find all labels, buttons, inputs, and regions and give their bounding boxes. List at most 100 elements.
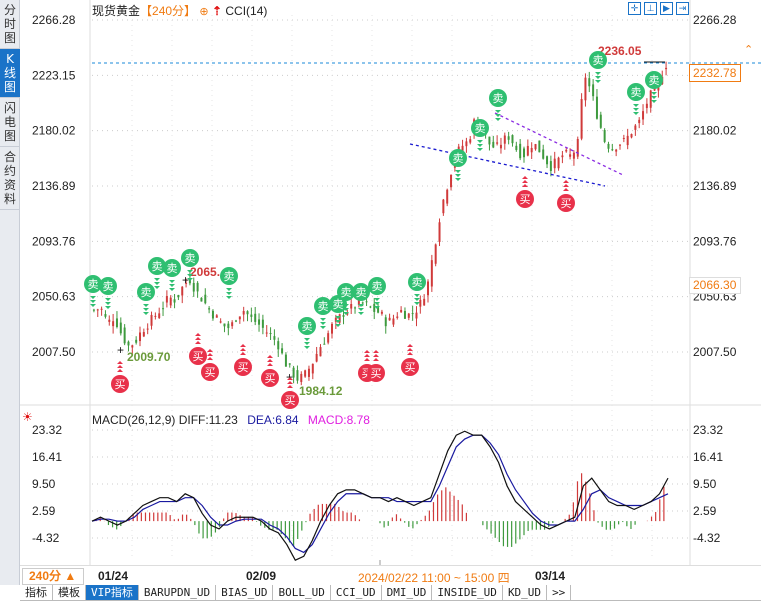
svg-text:16.41: 16.41 (32, 450, 62, 464)
svg-text:2266.28: 2266.28 (32, 13, 76, 27)
svg-text:2093.76: 2093.76 (693, 234, 737, 248)
svg-text:卖: 卖 (341, 286, 352, 299)
svg-text:卖: 卖 (318, 300, 329, 313)
svg-text:卖: 卖 (593, 54, 604, 67)
tab-kdud[interactable]: KD_UD (502, 585, 548, 601)
tab-insideud[interactable]: INSIDE_UD (432, 585, 503, 601)
time-axis: 240分 ▲ 01/24 02/09 2024/02/22 11:00 ~ 15… (20, 565, 761, 585)
svg-text:2.59: 2.59 (693, 504, 717, 518)
svg-text:卖: 卖 (412, 276, 423, 289)
svg-text:买: 买 (371, 367, 382, 380)
tab-bollud[interactable]: BOLL_UD (273, 585, 331, 601)
svg-text:-4.32: -4.32 (693, 531, 721, 545)
period-selector[interactable]: 240分 ▲ (22, 568, 84, 585)
svg-text:2136.89: 2136.89 (32, 179, 76, 193)
zoom-range-icon[interactable]: ▶ (660, 2, 673, 15)
indicator-name[interactable]: CCI(14) (225, 4, 268, 18)
macd-macd-value: MACD:8.78 (307, 413, 370, 427)
svg-text:买: 买 (285, 394, 296, 407)
kline-chart[interactable]: 2266.282266.282223.152223.152180.022180.… (20, 0, 761, 565)
crosshair-icon[interactable]: ✛ (628, 2, 641, 15)
svg-text:9.50: 9.50 (32, 477, 56, 491)
macd-dea-value: DEA:6.84 (247, 413, 299, 427)
svg-text:+: + (182, 273, 189, 287)
time-label: 01/24 (98, 569, 129, 583)
svg-text:2050.63: 2050.63 (32, 290, 76, 304)
indicator-tabs: 指标 模板 VIP指标 BARUPDN_UD BIAS_UD BOLL_UD CCI_UD D… (20, 585, 572, 601)
chart-toolbar: ✛ ⊥ ▶ ⇥ (628, 2, 689, 15)
svg-text:卖: 卖 (167, 262, 178, 275)
svg-text:2223.15: 2223.15 (32, 68, 76, 82)
svg-text:卖: 卖 (356, 286, 367, 299)
svg-text:买: 买 (405, 361, 416, 374)
chart-title: 现货黄金【240分】 ⊕ ⇡ CCI(14) (92, 2, 267, 19)
macd-diff-value: DIFF:11.23 (178, 413, 238, 427)
svg-text:买: 买 (115, 378, 126, 391)
tab-[interactable]: 指标 (20, 585, 53, 601)
svg-text:2236.05: 2236.05 (598, 44, 642, 58)
svg-text:卖: 卖 (141, 286, 152, 299)
svg-text:+: + (286, 370, 293, 384)
last-price-label: 2066.30 (689, 277, 741, 294)
svg-text:卖: 卖 (493, 92, 504, 105)
svg-text:卖: 卖 (224, 270, 235, 283)
svg-text:2136.89: 2136.89 (693, 179, 737, 193)
sidebar-tab-3[interactable]: 合约资料 (0, 147, 20, 210)
scroll-end-icon[interactable]: ⇥ (676, 2, 689, 15)
svg-text:2.59: 2.59 (32, 504, 56, 518)
svg-text:买: 买 (205, 366, 216, 379)
svg-text:卖: 卖 (453, 152, 464, 165)
svg-text:买: 买 (193, 350, 204, 363)
svg-text:卖: 卖 (631, 86, 642, 99)
time-label: 03/14 (535, 569, 566, 583)
instrument-name: 现货黄金 (92, 4, 141, 18)
tab-[interactable]: >> (547, 585, 572, 601)
svg-text:买: 买 (362, 367, 373, 380)
svg-text:2007.50: 2007.50 (32, 345, 76, 359)
svg-text:2007.50: 2007.50 (693, 345, 737, 359)
cursor-time: 2024/02/22 11:00 ~ 15:00 四 (358, 571, 510, 585)
svg-text:16.41: 16.41 (693, 450, 723, 464)
svg-text:卖: 卖 (649, 74, 660, 87)
svg-text:⌃: ⌃ (744, 44, 753, 56)
svg-text:卖: 卖 (475, 122, 486, 135)
chart-area[interactable]: 2266.282266.282223.152223.152180.022180.… (20, 0, 761, 585)
tab-vip[interactable]: VIP指标 (86, 585, 139, 601)
svg-text:2180.02: 2180.02 (32, 124, 76, 138)
svg-text:卖: 卖 (302, 320, 313, 333)
svg-text:2065.: 2065. (190, 265, 220, 279)
svg-text:卖: 卖 (152, 260, 163, 273)
sidebar-tab-2[interactable]: 闪电图 (0, 98, 20, 147)
tab-cciud[interactable]: CCI_UD (330, 585, 382, 601)
svg-text:卖: 卖 (333, 298, 344, 311)
svg-text:2009.70: 2009.70 (127, 350, 171, 364)
tab-[interactable]: 模板 (53, 585, 86, 601)
add-indicator-icon[interactable]: ⊕ (199, 6, 209, 18)
macd-params: MACD(26,12,9) (92, 413, 176, 427)
zoom-fit-icon[interactable]: ⊥ (644, 2, 657, 15)
svg-text:买: 买 (520, 193, 531, 206)
svg-text:2180.02: 2180.02 (693, 124, 737, 138)
current-price-label: 2232.78 (689, 64, 741, 82)
tab-dmiud[interactable]: DMI_UD (381, 585, 433, 601)
svg-text:卖: 卖 (372, 280, 383, 293)
settings-sun-icon[interactable]: ☀ (22, 410, 33, 424)
svg-text:买: 买 (561, 197, 572, 210)
sidebar-tab-0[interactable]: 分时图 (0, 0, 20, 49)
period-label: 【240分】 (140, 4, 197, 18)
svg-text:卖: 卖 (103, 280, 114, 293)
svg-text:2266.28: 2266.28 (693, 13, 737, 27)
svg-text:买: 买 (265, 372, 276, 385)
svg-text:2093.76: 2093.76 (32, 234, 76, 248)
tab-biasud[interactable]: BIAS_UD (216, 585, 274, 601)
svg-text:卖: 卖 (185, 252, 196, 265)
svg-text:+: + (117, 343, 124, 357)
svg-text:23.32: 23.32 (32, 423, 62, 437)
tab-barupdnud[interactable]: BARUPDN_UD (138, 585, 217, 601)
red-arrow-icon: ⇡ (211, 4, 223, 18)
macd-title: MACD(26,12,9) DIFF:11.23 DEA:6.84 MACD:8… (92, 413, 370, 427)
svg-text:23.32: 23.32 (693, 423, 723, 437)
svg-text:9.50: 9.50 (693, 477, 717, 491)
